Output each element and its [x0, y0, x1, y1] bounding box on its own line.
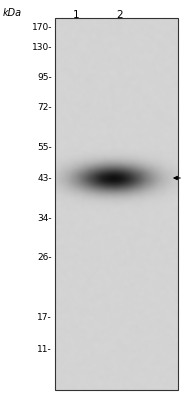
Text: 95-: 95- [37, 74, 52, 82]
Text: 2: 2 [117, 10, 123, 20]
Bar [55, 18, 178, 390]
Text: 17-: 17- [37, 314, 52, 322]
Text: 130-: 130- [31, 44, 52, 52]
Text: 34-: 34- [37, 214, 52, 222]
Text: 43-: 43- [37, 174, 52, 182]
Text: 170-: 170- [31, 24, 52, 32]
Text: 1: 1 [73, 10, 79, 20]
Text: 72-: 72- [37, 104, 52, 112]
Text: kDa: kDa [3, 8, 22, 18]
Text: 26-: 26- [37, 254, 52, 262]
Text: 55-: 55- [37, 144, 52, 152]
Text: 11-: 11- [37, 346, 52, 354]
